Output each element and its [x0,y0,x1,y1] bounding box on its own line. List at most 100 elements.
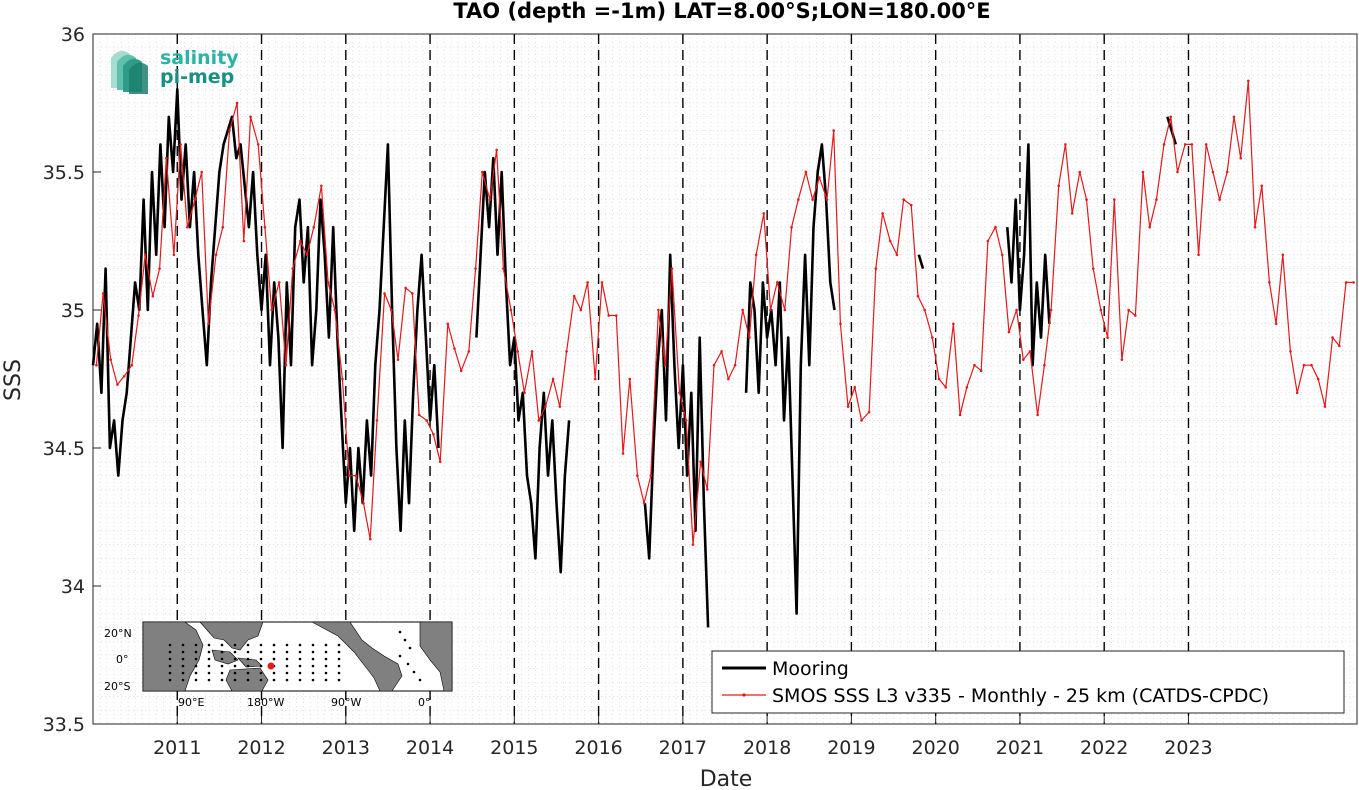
series-smos-point [1344,281,1348,284]
series-smos-point [1295,391,1299,395]
series-mooring-line [643,253,710,628]
inset-lon-label-90w: 90°W [331,696,361,709]
series-smos-point [1274,322,1278,326]
series-smos-point [916,294,920,298]
inset-station-dot [298,657,302,661]
series-smos-line [95,80,1354,545]
series-smos-point [769,308,772,312]
inset-station-dot [298,650,302,654]
logo-text-salinity: salinity [160,47,239,69]
series-smos-point [1000,253,1004,257]
inset-station-dot [324,643,328,647]
series-smos-point [678,391,681,395]
series-smos-point [1141,170,1145,174]
inset-station-dot [324,657,328,661]
series-smos-point [1190,143,1194,146]
inset-lon-label-0: 0° [418,696,431,709]
series-smos-point [1302,363,1306,367]
series-smos-point [186,225,189,229]
series-smos-point [706,488,709,491]
inset-station-dot [246,657,250,661]
series-smos-point [1148,225,1152,229]
series-smos-point [375,419,379,422]
inset-map-selected-station [267,662,275,670]
land-africa [142,621,204,692]
series-smos-point [994,225,997,229]
series-smos-point [775,281,779,284]
series-smos-point [727,377,730,381]
inset-station-dot [220,664,224,668]
x-tick-label: 2014 [406,737,454,759]
inset-station-dot [337,643,341,647]
inset-station-dot [298,643,302,647]
series-smos-point [459,369,463,373]
series-smos-point [158,267,161,270]
series-smos-point [277,281,281,284]
inset-station-dot [285,650,289,654]
inset-station-dot [311,664,315,668]
y-tick-label: 34.5 [43,438,85,460]
series-smos-point [1022,358,1025,361]
series-smos-point [207,322,210,326]
series-smos-point [657,308,660,312]
series-smos-point [1323,405,1327,408]
series-smos-point [762,212,766,215]
inset-station-dot [324,650,328,654]
series-smos-point [312,225,316,229]
series-smos-point [628,377,632,381]
x-tick-label: 2013 [322,737,370,759]
series-smos-point [642,501,646,505]
series-smos-point [600,281,604,284]
series-smos-point [1268,281,1271,284]
inset-station-dot [181,664,185,668]
inset-station-dot [207,671,211,675]
series-smos-point [1127,308,1130,312]
x-tick-label: 2011 [153,737,201,759]
series-smos-point [320,184,323,188]
series-smos-point [797,198,800,201]
series-smos-point [172,253,176,257]
series-smos-point [523,391,526,395]
series-smos-point [1331,336,1334,339]
inset-lat-label-20s: 20°S [104,680,130,693]
series-smos-point [291,267,295,270]
series-smos-point [593,377,597,381]
inset-station-dot [259,671,263,675]
series-smos-point [663,363,667,367]
series-smos-point [249,115,252,119]
inset-station-dot [298,664,302,668]
inset-station-dot [181,657,185,661]
series-smos-point [818,176,821,179]
series-smos-point [368,537,372,541]
series-smos-point [284,363,288,367]
series-smos-point [516,350,520,353]
x-tick-label: 2023 [1164,737,1212,759]
series-smos-point [495,148,498,152]
series-smos-point [691,543,695,546]
y-tick-label: 35.5 [43,162,85,184]
series-smos-point [411,292,414,295]
series-smos-point [1218,198,1221,201]
inset-station-dot [406,662,410,666]
series-smos-point [1260,184,1264,188]
x-tick-label: 2016 [574,737,622,759]
inset-station-dot [168,664,172,668]
series-smos-point [783,308,787,312]
inset-station-dot [272,650,276,654]
inset-station-dot [220,678,224,682]
x-axis-ticks: 2011 2012 2013 2014 2015 2016 2017 2018 2019 2020… [153,716,1213,759]
series-smos-point [263,225,267,229]
series-smos-point [1176,170,1179,174]
series-smos-point [1310,363,1313,367]
series-smos-point [958,413,962,417]
series-smos-point [1289,350,1292,353]
salinity-pimep-logo: salinity pi-mep [111,47,239,94]
series-smos-point [1085,198,1088,201]
inset-station-dot [272,643,276,647]
series-smos-point [537,419,541,422]
series-smos-point [1099,308,1103,312]
inset-station-dot [233,643,237,647]
inset-station-dot [337,650,341,654]
series-smos-point [930,336,934,339]
series-smos-point [973,363,976,367]
